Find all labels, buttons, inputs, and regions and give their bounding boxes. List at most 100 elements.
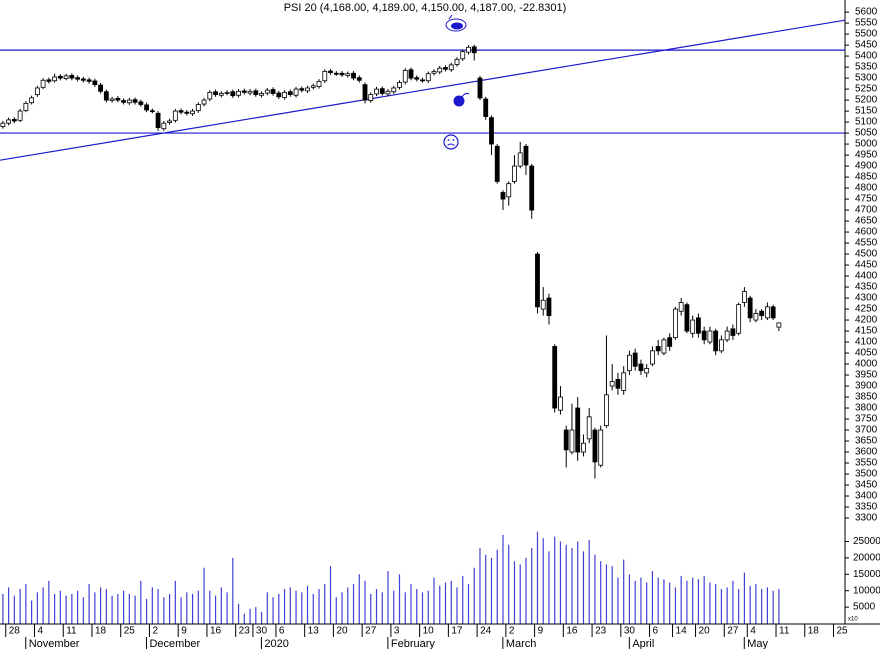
volume-bar bbox=[99, 587, 102, 624]
candle-body bbox=[167, 120, 172, 123]
candle-body bbox=[500, 192, 506, 200]
volume-bar bbox=[128, 593, 130, 624]
y-tick-label: 5200 bbox=[855, 95, 878, 106]
volume-bar bbox=[571, 548, 573, 624]
x-tick-label: 9 bbox=[538, 626, 544, 637]
y-tick-label: 3500 bbox=[855, 469, 878, 480]
volume-bar bbox=[387, 571, 389, 624]
volume-bar bbox=[617, 577, 619, 624]
volume-bar bbox=[444, 582, 447, 624]
candle-body bbox=[98, 84, 104, 92]
volume-bar bbox=[479, 548, 481, 624]
volume-tick-label: 10000 bbox=[853, 585, 880, 596]
volume-bar bbox=[341, 592, 343, 624]
y-tick-label: 3900 bbox=[855, 381, 878, 392]
volume-bar bbox=[462, 575, 464, 624]
candle-body bbox=[149, 110, 155, 113]
candle-body bbox=[650, 350, 655, 365]
candle-body bbox=[109, 98, 115, 101]
volume-bar bbox=[398, 574, 401, 624]
x-tick-label: 18 bbox=[95, 626, 107, 637]
volume-bar bbox=[536, 531, 539, 624]
candle-body bbox=[86, 79, 92, 82]
candle-body bbox=[477, 77, 483, 99]
volume-bar bbox=[669, 582, 671, 624]
candle-body bbox=[535, 253, 540, 308]
volume-bar bbox=[565, 544, 567, 624]
y-tick-label: 5600 bbox=[855, 7, 878, 18]
volume-bar bbox=[496, 549, 498, 624]
candle-body bbox=[379, 88, 385, 94]
x-tick-label: 16 bbox=[210, 626, 222, 637]
volume-bar bbox=[2, 593, 4, 624]
y-tick-label: 5150 bbox=[855, 106, 878, 117]
y-tick-label: 4400 bbox=[855, 271, 878, 282]
bomb-icon bbox=[453, 92, 470, 107]
y-tick-label: 4550 bbox=[855, 238, 878, 249]
y-tick-label: 4900 bbox=[855, 161, 878, 172]
y-tick-label: 3400 bbox=[855, 491, 878, 502]
y-tick-label: 3550 bbox=[855, 458, 878, 469]
x-tick-label: 16 bbox=[566, 626, 578, 637]
volume-bar bbox=[186, 592, 188, 624]
candle-body bbox=[75, 77, 81, 80]
x-tick-label: 23 bbox=[239, 626, 251, 637]
volume-bar bbox=[25, 584, 27, 624]
volume-bar bbox=[36, 592, 38, 624]
volume-bar bbox=[283, 589, 286, 624]
candle-body bbox=[195, 104, 201, 112]
x-tick-label: 25 bbox=[124, 626, 136, 637]
candle-body bbox=[402, 69, 408, 83]
volume-bar bbox=[421, 592, 424, 624]
candle-body bbox=[293, 88, 299, 96]
volume-bar bbox=[640, 577, 642, 624]
volume-bar bbox=[686, 580, 688, 624]
candle-body bbox=[218, 93, 224, 96]
candle-body bbox=[305, 87, 310, 92]
x-tick-label: 4 bbox=[37, 626, 43, 637]
candle-body bbox=[356, 77, 362, 81]
volume-bar bbox=[646, 582, 648, 624]
volume-bar bbox=[54, 593, 56, 624]
candle-body bbox=[103, 91, 109, 101]
x-tick-label: 3 bbox=[394, 626, 400, 637]
x-tick-label: 2 bbox=[509, 626, 515, 637]
volume-bar bbox=[122, 590, 125, 624]
volume-bar bbox=[197, 590, 199, 624]
y-tick-label: 5450 bbox=[855, 40, 878, 51]
volume-bar bbox=[232, 557, 234, 624]
x-tick-label: 24 bbox=[480, 626, 492, 637]
candle-body bbox=[730, 328, 736, 336]
volume-bar bbox=[237, 603, 240, 624]
x-tick-label: 30 bbox=[256, 626, 268, 637]
volume-bar bbox=[525, 557, 527, 624]
x-tick-label: 23 bbox=[595, 626, 607, 637]
volume-bar bbox=[249, 608, 251, 624]
candle-body bbox=[144, 104, 149, 111]
volume-bar bbox=[174, 580, 176, 624]
candle-body bbox=[282, 91, 287, 98]
candle-body bbox=[253, 90, 259, 95]
candle-body bbox=[29, 97, 35, 104]
candle-body bbox=[448, 64, 454, 71]
volume-bar bbox=[657, 577, 659, 624]
volume-bar bbox=[105, 589, 107, 624]
volume-bar bbox=[301, 592, 303, 624]
y-tick-label: 5300 bbox=[855, 73, 878, 84]
y-tick-label: 4800 bbox=[855, 183, 878, 194]
bull-icon bbox=[445, 14, 467, 32]
candle-body bbox=[684, 304, 690, 332]
candle-body bbox=[523, 145, 529, 166]
candle-body bbox=[764, 306, 770, 319]
x-tick-label: 27 bbox=[727, 626, 739, 637]
candle-body bbox=[420, 79, 425, 82]
candle-body bbox=[46, 79, 52, 82]
x-tick-label: 20 bbox=[336, 626, 348, 637]
y-tick-label: 4250 bbox=[855, 304, 878, 315]
volume-bar bbox=[778, 589, 780, 624]
candle-body bbox=[483, 98, 489, 117]
candle-body bbox=[391, 87, 397, 93]
candle-body bbox=[540, 299, 546, 310]
candle-body bbox=[563, 429, 569, 451]
